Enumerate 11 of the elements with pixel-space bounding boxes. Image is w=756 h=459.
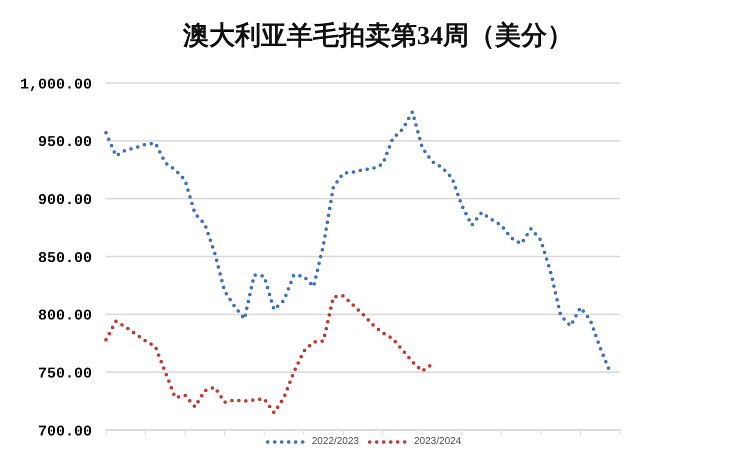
y-tick-label: 700.00: [38, 423, 92, 440]
legend-label: 2022/2023: [312, 436, 359, 447]
legend-label: 2023/2024: [414, 436, 462, 447]
y-tick-label: 1,000.00: [20, 76, 92, 94]
y-tick-label: 950.00: [38, 134, 92, 152]
y-tick-label: 800.00: [38, 308, 92, 325]
y-tick-label: 850.00: [38, 250, 92, 267]
y-tick-label: 900.00: [38, 192, 92, 209]
y-tick-label: 750.00: [38, 365, 92, 382]
line-series: [104, 294, 434, 414]
chart-title: 澳大利亚羊毛拍卖第34周（美分）: [182, 20, 574, 52]
